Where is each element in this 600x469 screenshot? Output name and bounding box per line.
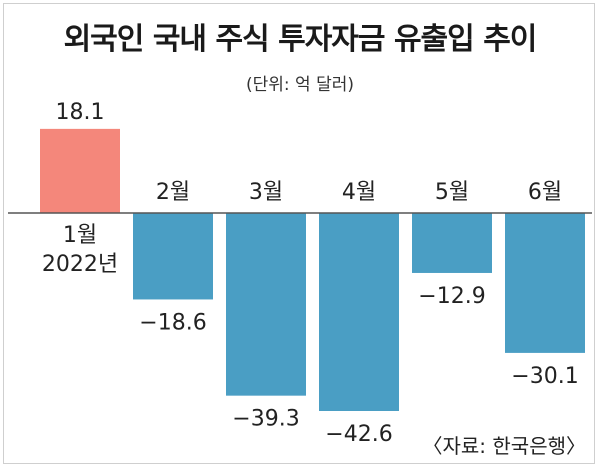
value-label: −42.6 — [325, 422, 392, 447]
year-label: 2022년 — [42, 252, 118, 277]
bar-6 — [505, 213, 585, 353]
bar-1 — [40, 128, 120, 213]
chart-frame — [3, 3, 595, 464]
category-label: 5월 — [435, 180, 469, 205]
chart-title: 외국인 국내 주식 투자자금 유출입 추이 — [63, 22, 538, 57]
category-label: 4월 — [342, 180, 376, 205]
bar-2 — [133, 213, 213, 300]
value-label: −12.9 — [418, 284, 485, 309]
bar-3 — [226, 213, 306, 396]
bar-4 — [319, 213, 399, 411]
value-label: 18.1 — [56, 100, 105, 125]
category-label: 1월 — [63, 223, 97, 248]
value-label: −18.6 — [139, 310, 206, 335]
source-label: 〈자료: 한국은행〉 — [422, 434, 587, 458]
category-label: 2월 — [156, 180, 190, 205]
unit-label: (단위: 억 달러) — [246, 75, 354, 95]
bar-5 — [412, 213, 492, 273]
value-label: −39.3 — [232, 407, 299, 432]
value-label: −30.1 — [511, 364, 578, 389]
category-label: 6월 — [528, 180, 562, 205]
category-label: 3월 — [249, 180, 283, 205]
